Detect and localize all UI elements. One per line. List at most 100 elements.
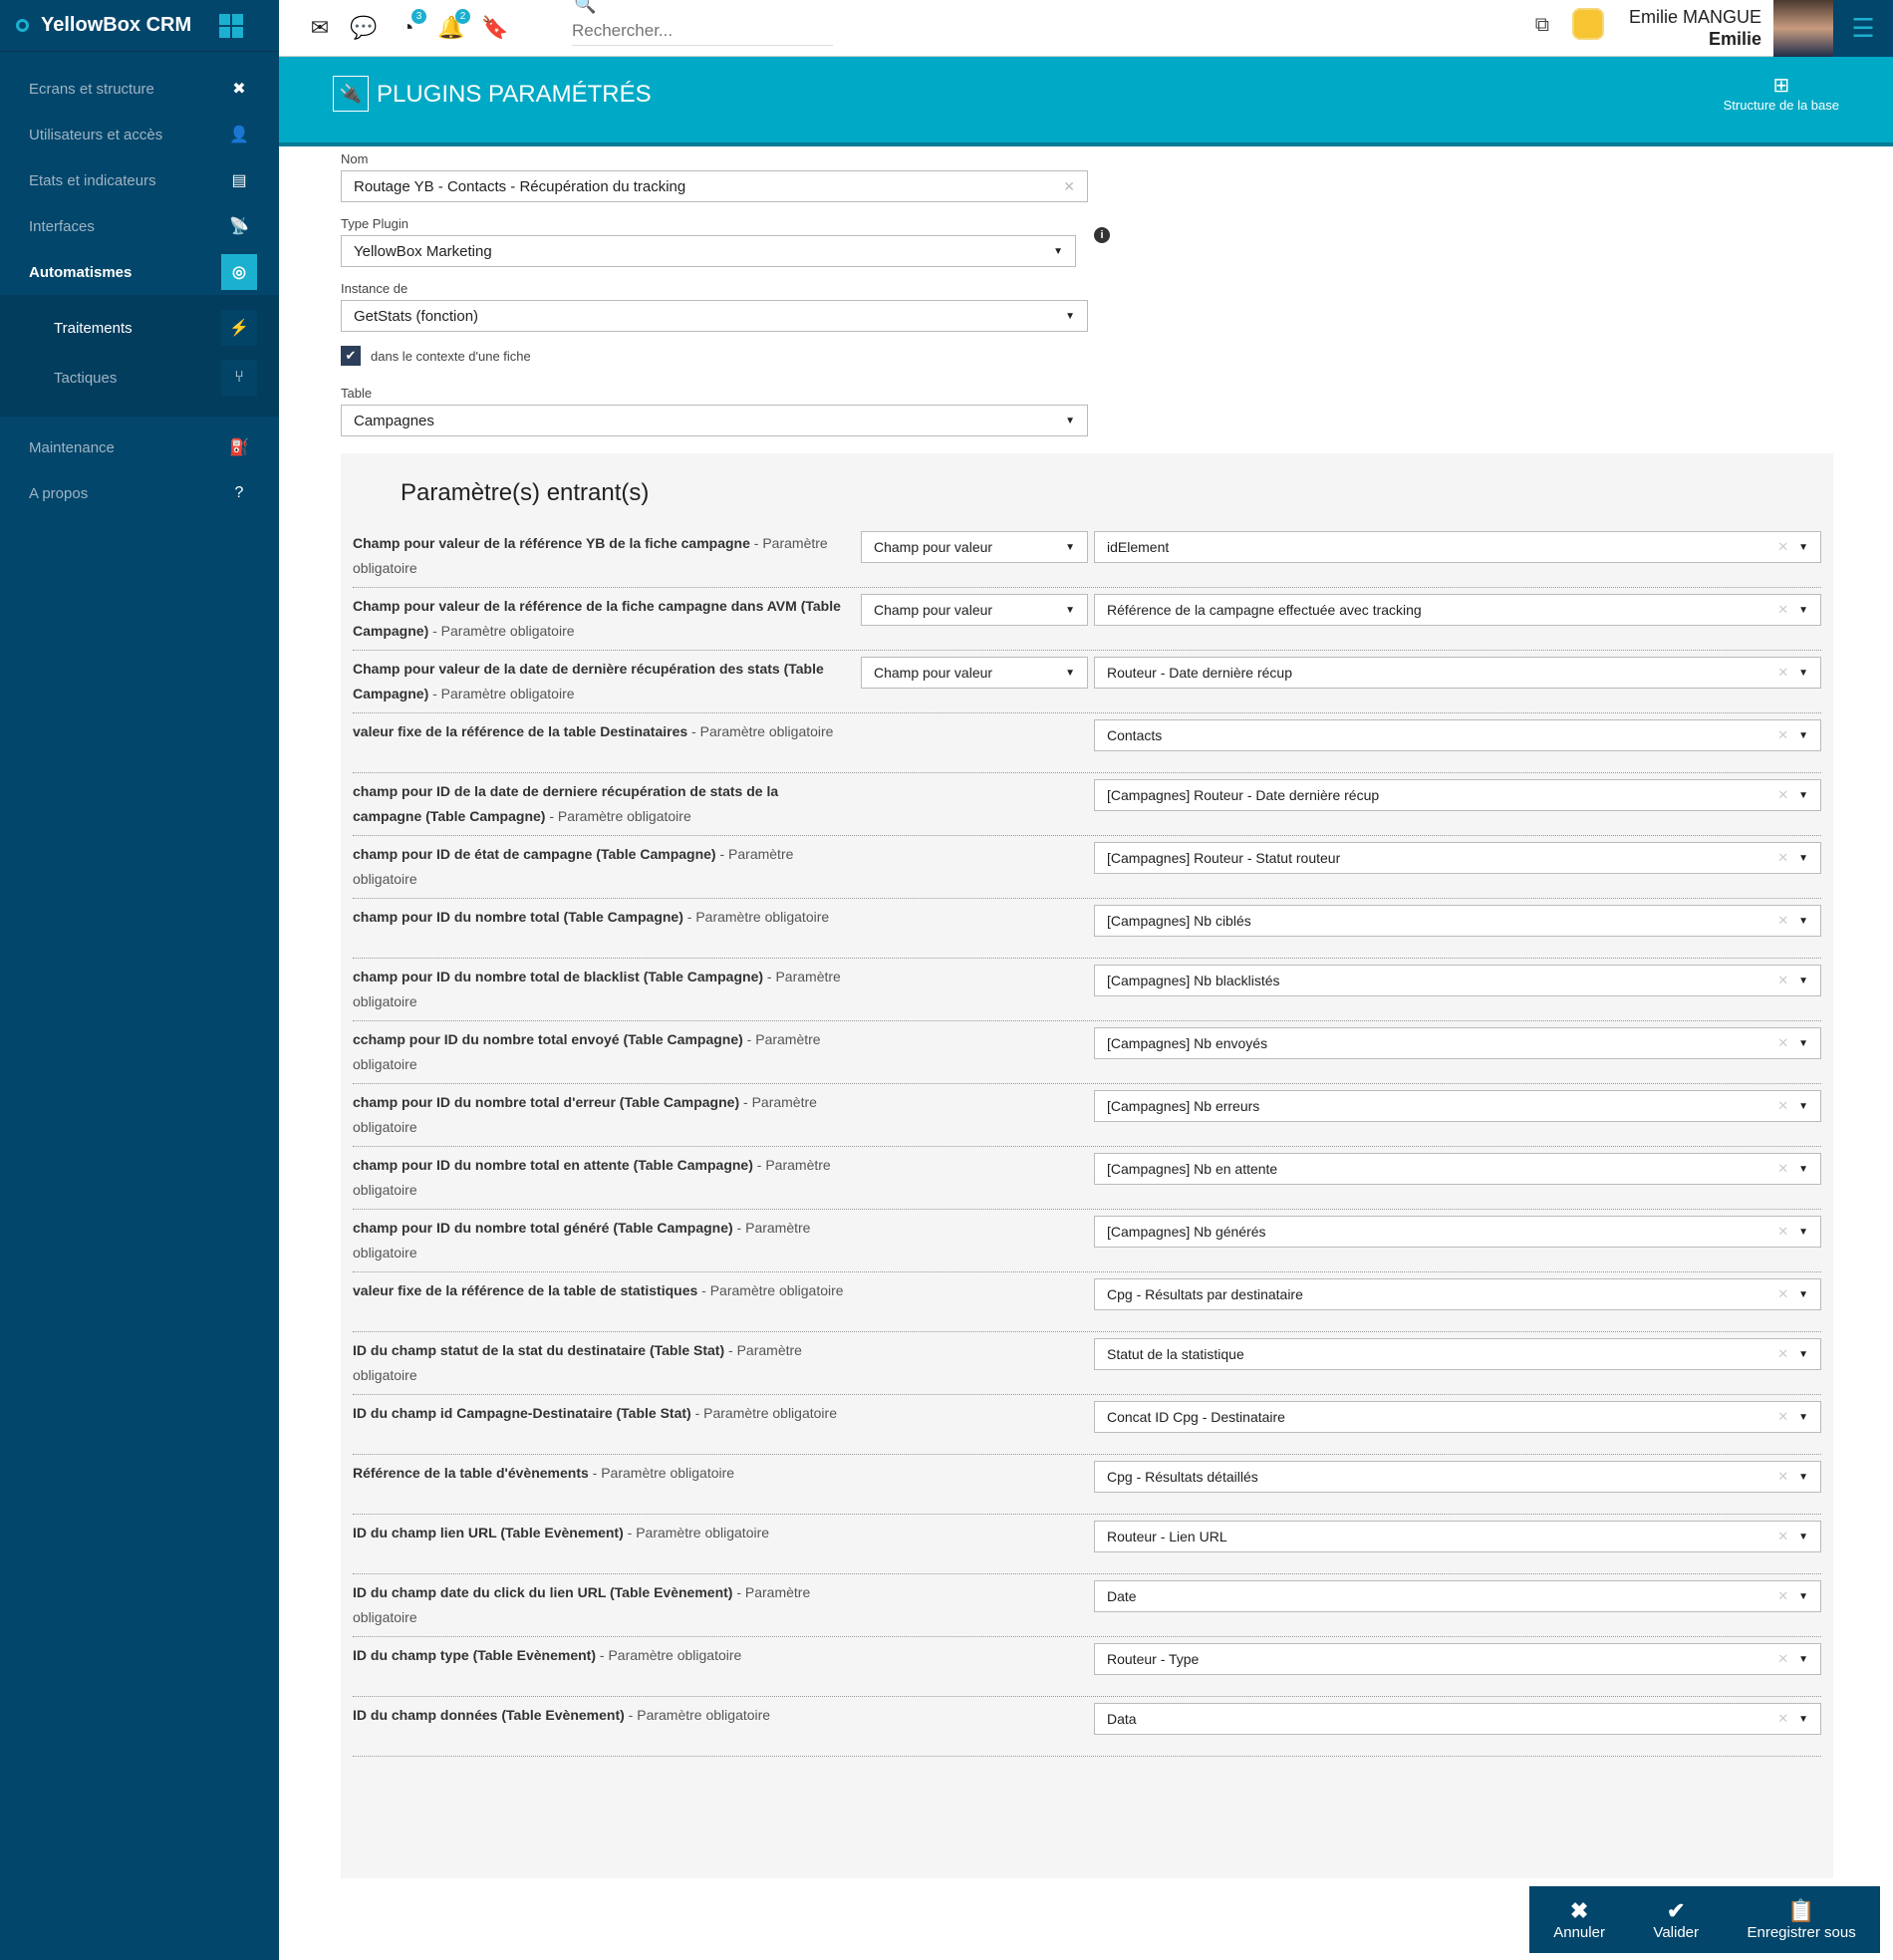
type-value: YellowBox Marketing [354,242,492,260]
lemon-logo-icon[interactable] [1572,8,1604,40]
param-label: champ pour ID de la date de derniere réc… [353,783,779,824]
bell-icon[interactable]: 🔔 2 [434,9,470,45]
param-row: valeur fixe de la référence de la table … [353,713,1821,773]
table-value: Campagnes [354,412,434,429]
chevron-down-icon: ▼ [1065,310,1075,322]
chevron-down-icon: ▼ [1798,1100,1808,1112]
sidebar-item-label: Tactiques [54,369,118,387]
mail-icon[interactable]: ✉ [310,15,330,40]
save-as-button[interactable]: 📋 Enregistrer sous [1748,1898,1856,1941]
sidebar-item-etats-et-indicateurs[interactable]: Etats et indicateurs ▤ [0,157,279,203]
sidebar-item-interfaces[interactable]: Interfaces 📡 [0,203,279,249]
instance-label: Instance de [341,281,408,296]
nom-input[interactable]: Routage YB - Contacts - Récupération du … [341,170,1088,202]
clear-icon[interactable]: ✕ [1063,177,1075,194]
table-select[interactable]: Campagnes ▼ [341,405,1088,436]
instance-select[interactable]: GetStats (fonction) ▼ [341,300,1088,332]
param-value-select[interactable]: idElement ✕ ▼ [1094,531,1821,563]
copy-icon[interactable]: ⧉ [1534,14,1549,36]
param-value-select[interactable]: Référence de la campagne effectuée avec … [1094,594,1821,626]
chevron-down-icon: ▼ [1053,245,1063,257]
param-value-select[interactable]: Routeur - Lien URL ✕ ▼ [1094,1521,1821,1552]
clear-icon[interactable]: ✕ [1777,1346,1789,1361]
chevron-down-icon: ▼ [1798,1411,1808,1423]
clear-icon[interactable]: ✕ [1777,1161,1789,1176]
param-value-select[interactable]: Cpg - Résultats détaillés ✕ ▼ [1094,1461,1821,1493]
clear-icon[interactable]: ✕ [1777,665,1789,680]
clear-icon[interactable]: ✕ [1777,973,1789,987]
sidebar-item-a-propos[interactable]: A propos? [0,470,279,516]
param-mode-select[interactable]: Champ pour valeur ▼ [861,594,1088,626]
param-mode-select[interactable]: Champ pour valeur ▼ [861,657,1088,689]
chat-icon[interactable]: 💬 [350,15,378,40]
param-value-select[interactable]: Routeur - Type ✕ ▼ [1094,1643,1821,1675]
param-mode-select[interactable]: Champ pour valeur ▼ [861,531,1088,563]
sidebar-item-traitements[interactable]: Traitements ⚡ [0,303,279,353]
clear-icon[interactable]: ✕ [1777,1469,1789,1484]
clear-icon[interactable]: ✕ [1777,850,1789,865]
param-value-select[interactable]: Routeur - Date dernière récup ✕ ▼ [1094,657,1821,689]
clear-icon[interactable]: ✕ [1777,1409,1789,1424]
param-value-select[interactable]: [Campagnes] Nb erreurs ✕ ▼ [1094,1090,1821,1122]
param-value-select[interactable]: [Campagnes] Routeur - Statut routeur ✕ ▼ [1094,842,1821,874]
sidebar-item-label: Automatismes [29,263,133,281]
cancel-button[interactable]: ✖ Annuler [1553,1898,1605,1941]
validate-button[interactable]: ✔ Valider [1653,1898,1699,1941]
param-value-select[interactable]: [Campagnes] Routeur - Date dernière récu… [1094,779,1821,811]
param-value-select[interactable]: Date ✕ ▼ [1094,1580,1821,1612]
chevron-down-icon: ▼ [1065,667,1075,679]
param-value-select[interactable]: [Campagnes] Nb en attente ✕ ▼ [1094,1153,1821,1185]
type-select[interactable]: YellowBox Marketing ▼ [341,235,1076,267]
chevron-down-icon: ▼ [1065,604,1075,616]
clear-icon[interactable]: ✕ [1777,787,1789,802]
clear-icon[interactable]: ✕ [1777,1529,1789,1543]
clear-icon[interactable]: ✕ [1777,1588,1789,1603]
search-input[interactable] [572,21,833,41]
param-value-select[interactable]: Concat ID Cpg - Destinataire ✕ ▼ [1094,1401,1821,1433]
param-value-select[interactable]: Data ✕ ▼ [1094,1703,1821,1735]
check-icon: ✔ [1667,1898,1686,1923]
param-value-select[interactable]: [Campagnes] Nb ciblés ✕ ▼ [1094,905,1821,937]
clear-icon[interactable]: ✕ [1777,602,1789,617]
clear-icon[interactable]: ✕ [1777,539,1789,554]
chevron-down-icon: ▼ [1798,541,1808,553]
info-icon[interactable]: i [1094,227,1110,243]
clear-icon[interactable]: ✕ [1777,1098,1789,1113]
clear-icon[interactable]: ✕ [1777,1035,1789,1050]
dashboard-icon[interactable]: ◔ 3 [391,9,426,45]
bookmark-icon[interactable]: 🔖 [481,15,509,40]
report-icon: ▤ [231,172,247,189]
sidebar-item-tactiques[interactable]: Tactiques ⑂ [0,353,279,403]
param-row: Champ pour valeur de la référence de la … [353,588,1821,651]
clear-icon[interactable]: ✕ [1777,1224,1789,1239]
sidebar-item-utilisateurs-et-acc-s[interactable]: Utilisateurs et accès 👤 [0,112,279,157]
structure-button[interactable]: ⊞ Structure de la base [1724,73,1839,113]
sidebar-item-automatismes[interactable]: Automatismes ◎ [0,249,279,295]
param-value-select[interactable]: Statut de la statistique ✕ ▼ [1094,1338,1821,1370]
table-label: Table [341,386,373,401]
sidebar-item-ecrans-et-structure[interactable]: Ecrans et structure ✖ [0,66,279,112]
param-value-select[interactable]: [Campagnes] Nb générés ✕ ▼ [1094,1216,1821,1248]
sidebar-subnav: Traitements ⚡ Tactiques ⑂ [0,295,279,417]
user-name[interactable]: Emilie MANGUE Emilie [1629,6,1761,50]
checkbox-checked-icon[interactable]: ✔ [341,346,361,366]
clear-icon[interactable]: ✕ [1777,1286,1789,1301]
context-checkbox[interactable]: ✔ dans le contexte d'une fiche [341,346,1088,366]
chevron-down-icon: ▼ [1798,667,1808,679]
param-value-select[interactable]: [Campagnes] Nb envoyés ✕ ▼ [1094,1027,1821,1059]
param-value-select[interactable]: Cpg - Résultats par destinataire ✕ ▼ [1094,1278,1821,1310]
param-label: Champ pour valeur de la date de dernière… [353,661,824,701]
validate-label: Valider [1653,1924,1700,1941]
avatar[interactable] [1773,0,1833,57]
search-icon[interactable]: 🔍 [574,0,597,14]
clear-icon[interactable]: ✕ [1777,1711,1789,1726]
param-value-select[interactable]: [Campagnes] Nb blacklistés ✕ ▼ [1094,965,1821,996]
param-value-select[interactable]: Contacts ✕ ▼ [1094,719,1821,751]
apps-grid-icon[interactable] [219,13,243,38]
clear-icon[interactable]: ✕ [1777,1651,1789,1666]
brand[interactable]: YellowBox CRM [0,0,279,52]
menu-list-icon[interactable]: ☰ [1833,0,1893,57]
clear-icon[interactable]: ✕ [1777,727,1789,742]
clear-icon[interactable]: ✕ [1777,913,1789,928]
sidebar-item-maintenance[interactable]: Maintenance ⛽ [0,424,279,470]
